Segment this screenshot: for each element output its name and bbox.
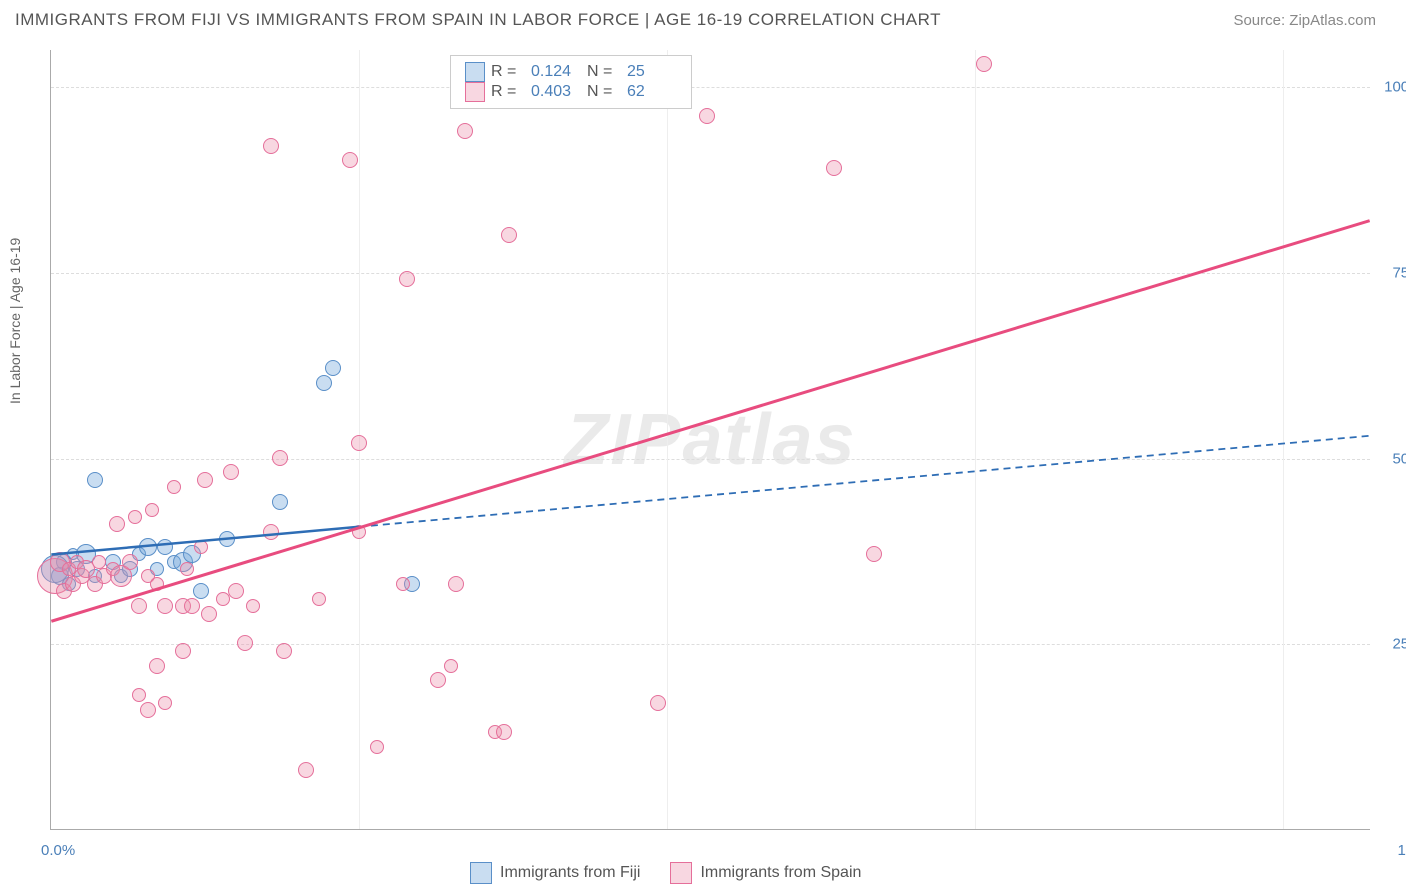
scatter-point bbox=[175, 643, 191, 659]
scatter-point bbox=[263, 524, 279, 540]
scatter-point bbox=[826, 160, 842, 176]
scatter-point bbox=[150, 577, 164, 591]
scatter-point bbox=[457, 123, 473, 139]
gridline-vertical bbox=[1283, 50, 1284, 829]
n-value: 62 bbox=[627, 83, 677, 101]
scatter-point bbox=[109, 516, 125, 532]
y-tick-label: 75.0% bbox=[1392, 264, 1406, 281]
correlation-legend-row: R = 0.403 N = 62 bbox=[465, 82, 677, 102]
correlation-legend: R = 0.124 N = 25 R = 0.403 N = 62 bbox=[450, 55, 692, 109]
chart-plot-area: ZIPatlas 25.0%50.0%75.0%100.0%0.0%15.0% bbox=[50, 50, 1370, 830]
scatter-point bbox=[316, 375, 332, 391]
scatter-point bbox=[312, 592, 326, 606]
x-tick-label-left: 0.0% bbox=[41, 842, 75, 859]
scatter-point bbox=[351, 435, 367, 451]
r-value: 0.124 bbox=[531, 63, 581, 81]
r-label: R = bbox=[491, 63, 525, 81]
scatter-point bbox=[699, 108, 715, 124]
scatter-point bbox=[650, 695, 666, 711]
scatter-point bbox=[496, 724, 512, 740]
scatter-point bbox=[501, 227, 517, 243]
scatter-point bbox=[145, 503, 159, 517]
scatter-point bbox=[157, 598, 173, 614]
gridline-vertical bbox=[667, 50, 668, 829]
scatter-point bbox=[223, 464, 239, 480]
scatter-point bbox=[352, 525, 366, 539]
y-axis-label: In Labor Force | Age 16-19 bbox=[7, 238, 23, 404]
legend-swatch bbox=[470, 862, 492, 884]
scatter-point bbox=[92, 555, 106, 569]
scatter-point bbox=[342, 152, 358, 168]
legend-swatch bbox=[465, 62, 485, 82]
y-tick-label: 50.0% bbox=[1392, 450, 1406, 467]
scatter-point bbox=[276, 643, 292, 659]
scatter-point bbox=[132, 688, 146, 702]
scatter-point bbox=[298, 762, 314, 778]
series-legend: Immigrants from Fiji Immigrants from Spa… bbox=[470, 862, 861, 884]
scatter-point bbox=[246, 599, 260, 613]
gridline-vertical bbox=[975, 50, 976, 829]
scatter-point bbox=[149, 658, 165, 674]
legend-swatch bbox=[465, 82, 485, 102]
y-tick-label: 100.0% bbox=[1384, 79, 1406, 96]
trend-lines-layer bbox=[51, 50, 1370, 829]
n-label: N = bbox=[587, 83, 621, 101]
scatter-point bbox=[122, 554, 138, 570]
gridline-horizontal bbox=[51, 459, 1370, 460]
scatter-point bbox=[184, 598, 200, 614]
scatter-point bbox=[140, 702, 156, 718]
n-label: N = bbox=[587, 63, 621, 81]
y-tick-label: 25.0% bbox=[1392, 636, 1406, 653]
scatter-point bbox=[194, 540, 208, 554]
gridline-horizontal bbox=[51, 273, 1370, 274]
scatter-point bbox=[976, 56, 992, 72]
scatter-point bbox=[430, 672, 446, 688]
scatter-point bbox=[228, 583, 244, 599]
scatter-point bbox=[325, 360, 341, 376]
scatter-point bbox=[370, 740, 384, 754]
scatter-point bbox=[219, 531, 235, 547]
scatter-point bbox=[396, 577, 410, 591]
scatter-point bbox=[866, 546, 882, 562]
chart-title: IMMIGRANTS FROM FIJI VS IMMIGRANTS FROM … bbox=[15, 10, 941, 30]
x-tick-label-right: 15.0% bbox=[1397, 842, 1406, 859]
r-label: R = bbox=[491, 83, 525, 101]
scatter-point bbox=[180, 562, 194, 576]
source-text: Source: ZipAtlas.com bbox=[1233, 12, 1376, 29]
scatter-point bbox=[272, 494, 288, 510]
gridline-horizontal bbox=[51, 87, 1370, 88]
correlation-legend-row: R = 0.124 N = 25 bbox=[465, 62, 677, 82]
scatter-point bbox=[444, 659, 458, 673]
scatter-point bbox=[193, 583, 209, 599]
scatter-point bbox=[158, 696, 172, 710]
series-name-label: Immigrants from Fiji bbox=[500, 864, 640, 882]
series-legend-item: Immigrants from Spain bbox=[670, 862, 861, 884]
legend-swatch bbox=[670, 862, 692, 884]
series-legend-item: Immigrants from Fiji bbox=[470, 862, 640, 884]
scatter-point bbox=[128, 510, 142, 524]
scatter-point bbox=[139, 538, 157, 556]
scatter-point bbox=[197, 472, 213, 488]
scatter-point bbox=[157, 539, 173, 555]
watermark-text: ZIPatlas bbox=[564, 399, 856, 481]
scatter-point bbox=[167, 480, 181, 494]
r-value: 0.403 bbox=[531, 83, 581, 101]
series-name-label: Immigrants from Spain bbox=[700, 864, 861, 882]
n-value: 25 bbox=[627, 63, 677, 81]
scatter-point bbox=[263, 138, 279, 154]
scatter-point bbox=[399, 271, 415, 287]
scatter-point bbox=[87, 472, 103, 488]
scatter-point bbox=[272, 450, 288, 466]
scatter-point bbox=[448, 576, 464, 592]
scatter-point bbox=[131, 598, 147, 614]
scatter-point bbox=[237, 635, 253, 651]
scatter-point bbox=[201, 606, 217, 622]
